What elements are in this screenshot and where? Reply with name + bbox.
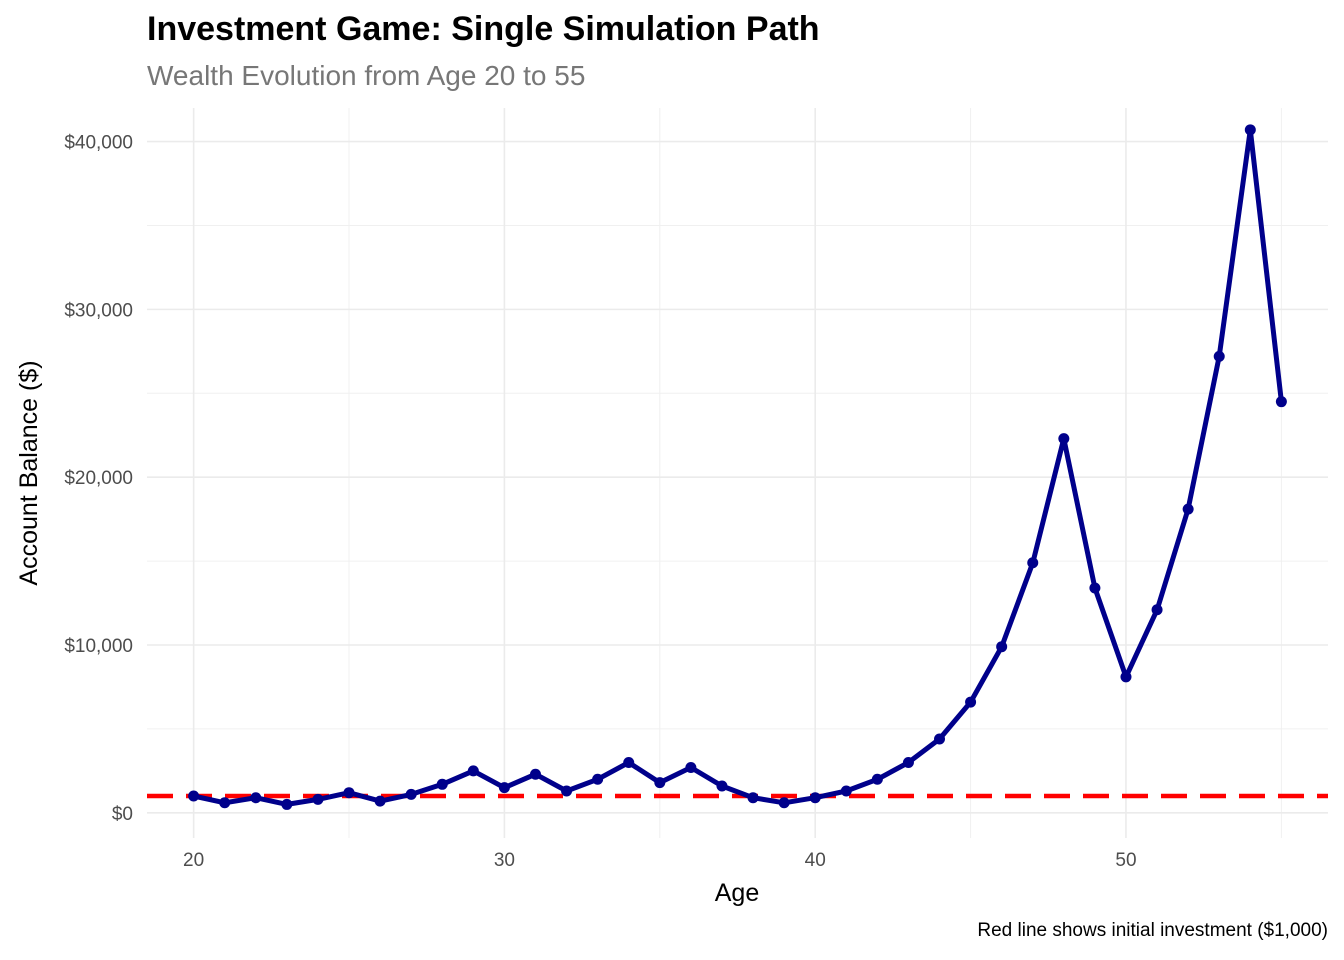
x-tick-label: 40: [805, 850, 826, 871]
data-point: [871, 773, 883, 785]
data-point: [809, 792, 821, 804]
chart-subtitle: Wealth Evolution from Age 20 to 55: [147, 60, 586, 91]
chart-title: Investment Game: Single Simulation Path: [147, 10, 820, 48]
data-point: [561, 785, 573, 797]
y-axis-ticks: $0 $10,000 $20,000 $30,000 $40,000: [64, 133, 133, 825]
data-point: [405, 788, 417, 800]
y-tick-label: $20,000: [64, 468, 133, 489]
x-tick-label: 50: [1115, 850, 1136, 871]
major-gridlines: [147, 108, 1328, 838]
data-point: [902, 756, 914, 768]
data-point: [965, 696, 977, 708]
data-point: [250, 792, 262, 804]
y-tick-label: $30,000: [64, 300, 133, 321]
data-point: [716, 780, 728, 792]
data-point: [654, 777, 666, 789]
y-axis-title: Account Balance ($): [15, 360, 43, 585]
data-point: [1275, 396, 1287, 408]
data-point: [1089, 582, 1101, 594]
x-axis-title: Age: [715, 879, 759, 907]
balance-series: [188, 124, 1287, 810]
data-point: [623, 756, 635, 768]
data-point: [747, 792, 759, 804]
data-point: [374, 795, 386, 807]
y-tick-label: $10,000: [64, 636, 133, 657]
data-point: [840, 785, 852, 797]
data-point: [1151, 604, 1163, 616]
data-point: [498, 782, 510, 794]
chart-caption: Red line shows initial investment ($1,00…: [977, 920, 1328, 941]
data-point: [188, 790, 200, 802]
data-point: [343, 787, 355, 799]
y-tick-label: $0: [112, 804, 133, 825]
data-point: [281, 798, 293, 810]
x-axis-ticks: 20 30 40 50: [183, 850, 1137, 871]
data-point: [529, 768, 541, 780]
data-point: [312, 793, 324, 805]
y-tick-label: $40,000: [64, 133, 133, 154]
data-point: [219, 797, 231, 809]
data-point: [934, 733, 946, 745]
data-point: [996, 641, 1008, 653]
data-point: [1120, 671, 1132, 683]
data-point: [467, 765, 479, 777]
data-point: [778, 797, 790, 809]
data-point: [1058, 433, 1070, 445]
data-point: [685, 762, 697, 774]
data-point: [1027, 557, 1039, 569]
data-point: [436, 778, 448, 790]
x-tick-label: 30: [494, 850, 515, 871]
x-tick-label: 20: [183, 850, 204, 871]
series-line: [191, 127, 1284, 807]
data-point: [592, 773, 604, 785]
minor-gridlines: [147, 108, 1328, 838]
data-point: [1244, 124, 1256, 136]
data-point: [1182, 503, 1194, 515]
data-point: [1213, 350, 1225, 362]
